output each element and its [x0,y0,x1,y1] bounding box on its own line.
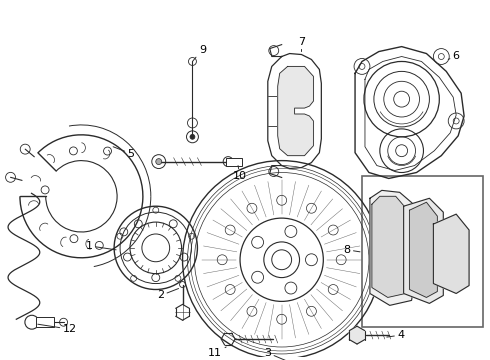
Polygon shape [268,54,321,168]
Text: 8: 8 [343,245,360,255]
Text: 11: 11 [208,347,226,358]
Bar [226,158,242,166]
Polygon shape [372,196,408,297]
Bar [362,176,483,327]
Polygon shape [410,202,438,297]
Polygon shape [370,190,414,305]
Bar [36,317,53,327]
Text: 10: 10 [233,166,247,181]
Circle shape [156,159,162,165]
Polygon shape [404,198,443,303]
Text: 2: 2 [157,288,178,301]
Polygon shape [349,326,365,344]
Text: 9: 9 [193,45,206,62]
Text: 5: 5 [113,147,134,159]
Text: 7: 7 [298,37,305,51]
Text: 3: 3 [264,348,287,360]
Text: 12: 12 [38,324,76,334]
Circle shape [190,134,195,139]
Polygon shape [278,67,314,156]
Polygon shape [433,214,469,293]
Polygon shape [355,46,464,179]
Text: 6: 6 [448,50,460,60]
Text: 4: 4 [387,330,404,340]
Text: 1: 1 [86,241,116,251]
